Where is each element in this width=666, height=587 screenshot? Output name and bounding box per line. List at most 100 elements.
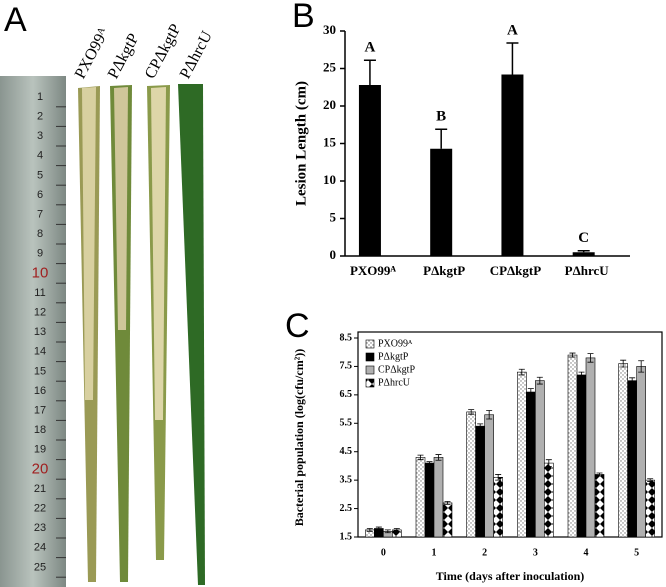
bar (627, 380, 637, 538)
ruler-label: 9 (37, 248, 43, 260)
bar (358, 85, 381, 256)
ruler-label: 22 (34, 503, 46, 515)
error-bar (393, 528, 400, 532)
bar (576, 374, 587, 538)
leaf-lesion (82, 87, 96, 400)
ruler-label: 20 (32, 460, 49, 477)
bar (424, 462, 435, 538)
error-bar (435, 454, 442, 461)
y-axis-label: Lesion Length (cm) (293, 81, 309, 206)
ruler-label: 11 (34, 287, 45, 299)
bar (535, 380, 545, 538)
ruler-label: 6 (37, 189, 43, 201)
y-tick-label: 1.5 (340, 531, 353, 542)
significance-letter: A (365, 40, 376, 56)
ruler (0, 76, 66, 587)
error-bar (375, 526, 382, 531)
x-tick-label: CPΔkgtP (490, 263, 542, 278)
x-tick-label: 0 (381, 547, 386, 558)
error-bar (536, 376, 543, 385)
legend-swatch (365, 378, 375, 388)
legend-label: PΔkgtP (378, 351, 409, 362)
y-tick-label: 6.5 (340, 389, 353, 400)
significance-letter: B (436, 109, 446, 125)
error-bar (444, 501, 451, 505)
error-bar (366, 528, 373, 532)
x-tick-label: 2 (482, 547, 487, 558)
y-tick-label: 2.5 (340, 503, 353, 514)
ruler-label: 14 (34, 346, 46, 358)
bar (572, 252, 595, 256)
ruler-label: 13 (34, 326, 46, 338)
x-tick-label: PXO99ᴬ (350, 263, 396, 278)
bar (645, 479, 655, 538)
error-bar (486, 410, 493, 420)
error-bar (417, 454, 424, 461)
leaf-label: PΔkgtP (105, 31, 143, 82)
ruler-label: 1 (37, 91, 43, 103)
ruler-label: 25 (34, 561, 46, 573)
ruler-label: 7 (37, 209, 43, 221)
x-tick-label: 3 (533, 547, 538, 558)
ruler-label: 17 (34, 405, 46, 417)
ruler-label: 23 (34, 522, 46, 534)
x-tick-label: PΔhrcU (565, 263, 610, 278)
y-tick-label: 20 (323, 97, 336, 112)
plot-frame (357, 331, 663, 538)
x-tick-label: PΔkgtP (423, 263, 465, 278)
photo-panel: 1234567891011121314151617181920212223242… (0, 21, 216, 587)
bar (433, 457, 444, 538)
legend-label: PΔhrcU (378, 377, 411, 388)
ruler-label: 21 (34, 483, 46, 495)
error-bar (620, 359, 627, 368)
bar (415, 457, 426, 538)
bar (594, 474, 605, 538)
bar (618, 363, 628, 538)
y-tick-label: 5.5 (340, 418, 353, 429)
error-bar (518, 368, 525, 376)
leaf-lesion (114, 87, 128, 330)
ruler-label: 5 (37, 169, 43, 181)
ruler-label: 12 (34, 307, 46, 319)
legend-label: PXO99ᴬ (378, 338, 413, 349)
error-bar (569, 352, 576, 358)
leaf (178, 84, 205, 585)
bar (585, 357, 596, 538)
ruler-label: 24 (34, 542, 46, 554)
bar (567, 354, 578, 538)
bar (517, 371, 527, 538)
error-bar (647, 478, 654, 482)
ruler-label: 8 (37, 228, 43, 240)
ruler-label: 16 (34, 385, 46, 397)
y-tick-label: 5 (330, 209, 337, 224)
ruler-label: 15 (34, 365, 46, 377)
error-bar (495, 474, 502, 481)
x-axis-label: Time (days after inoculation) (436, 569, 585, 583)
error-bar (578, 371, 585, 379)
legend-swatch (365, 352, 375, 362)
bar (636, 366, 646, 538)
y-tick-label: 8.5 (340, 332, 353, 343)
x-tick-label: 5 (634, 547, 639, 558)
y-tick-label: 3.5 (340, 474, 353, 485)
error-bar (363, 59, 376, 85)
x-tick-label: 4 (584, 547, 589, 558)
ruler-label: 18 (34, 424, 46, 436)
bar (544, 462, 554, 538)
bar (430, 148, 453, 256)
x-tick-label: 1 (432, 547, 437, 558)
y-tick-label: 0 (330, 247, 337, 262)
y-tick-label: 10 (323, 172, 336, 187)
panel-label: C (285, 307, 310, 345)
ruler-label: 3 (37, 130, 43, 142)
panel-label: A (4, 1, 27, 39)
bar (484, 414, 494, 538)
legend-swatch (365, 339, 375, 349)
bar (493, 476, 503, 538)
error-bar (435, 128, 448, 149)
error-bar (477, 423, 484, 429)
leaf-lesion (151, 87, 166, 420)
error-bar (587, 353, 594, 363)
y-axis-label: Bacterial population (log(cfu/cm²)) (292, 349, 306, 527)
bar (466, 411, 476, 538)
